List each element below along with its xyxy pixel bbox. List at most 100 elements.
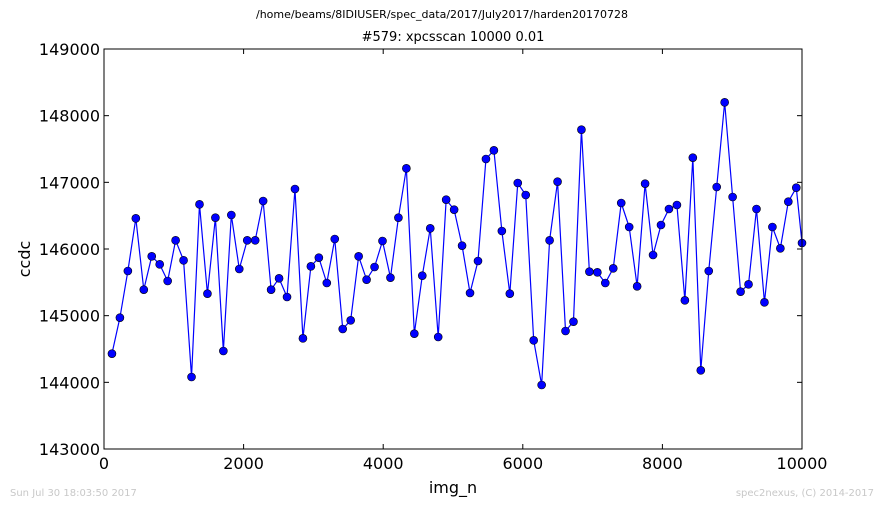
series-line: [111, 102, 803, 386]
credit-footer: spec2nexus, (C) 2014-2017: [735, 488, 874, 499]
y-tick-label: 147000: [39, 173, 100, 192]
x-tick-label: 10000: [777, 454, 828, 473]
data-point: [250, 236, 260, 245]
data-point: [147, 252, 157, 261]
data-point: [640, 179, 650, 188]
x-tick-label: 4000: [363, 454, 404, 473]
data-point: [553, 177, 562, 186]
data-point: [346, 316, 355, 325]
data-point: [585, 267, 594, 276]
x-tick-label: 2000: [223, 454, 264, 473]
data-point: [648, 250, 658, 260]
data-point: [473, 256, 483, 266]
data-point: [386, 273, 395, 282]
data-point: [688, 153, 698, 162]
x-axis-label: img_n: [428, 478, 478, 497]
y-tick-label: 144000: [39, 373, 100, 392]
data-point: [330, 234, 340, 244]
timestamp-footer: Sun Jul 30 18:03:50 2017: [10, 488, 137, 499]
data-point: [179, 256, 188, 265]
data-point: [537, 380, 546, 390]
data-point: [163, 276, 172, 286]
data-point: [417, 271, 427, 280]
data-point: [696, 366, 706, 375]
data-point: [736, 287, 745, 296]
data-point: [744, 280, 753, 289]
y-tick-label: 145000: [39, 307, 100, 326]
data-point: [704, 266, 714, 276]
data-point: [608, 264, 618, 273]
data-point: [545, 236, 554, 245]
data-point: [433, 332, 443, 342]
data-point: [561, 326, 570, 336]
data-point: [760, 298, 769, 307]
data-point: [632, 282, 642, 291]
data-point: [505, 289, 515, 298]
data-point: [656, 220, 666, 230]
data-point: [306, 262, 316, 271]
axes-frame: [103, 48, 803, 450]
data-point: [227, 210, 236, 220]
data-point: [513, 178, 523, 188]
y-tick-label: 149000: [39, 40, 100, 59]
data-point: [569, 317, 578, 326]
data-point: [489, 146, 499, 155]
x-tick-label: 8000: [642, 454, 683, 473]
data-point: [728, 192, 737, 202]
ticks-layer: 0 2000 4000 6000 8000 10000 143000 144000 145000…: [39, 40, 828, 473]
y-tick-label: 146000: [39, 240, 100, 259]
data-point: [234, 264, 244, 274]
x-tick-label: 0: [99, 454, 109, 473]
data-point: [370, 262, 379, 272]
data-point: [187, 372, 196, 382]
data-point: [322, 278, 332, 288]
data-point: [577, 125, 586, 134]
data-point: [720, 98, 729, 107]
data-point: [784, 197, 793, 206]
data-point: [354, 252, 363, 261]
data-point: [378, 236, 387, 246]
data-point: [521, 190, 531, 200]
data-point: [425, 224, 435, 233]
data-point: [712, 182, 722, 192]
data-point: [752, 204, 761, 214]
data-point: [624, 222, 634, 232]
data-point: [481, 154, 491, 164]
data-point: [338, 324, 348, 334]
y-tick-label: 143000: [39, 440, 100, 459]
data-point: [362, 275, 371, 284]
series-layer: [107, 98, 807, 390]
data-point: [402, 164, 411, 173]
data-point: [155, 260, 164, 269]
data-point: [107, 349, 117, 358]
data-point: [131, 214, 141, 223]
data-point: [616, 198, 626, 208]
data-point: [115, 313, 125, 322]
data-point: [139, 285, 149, 294]
y-tick-label: 148000: [39, 107, 100, 126]
data-point: [171, 236, 180, 245]
data-point: [258, 196, 268, 206]
data-point: [791, 183, 801, 192]
data-point: [457, 241, 467, 250]
data-point: [680, 296, 690, 305]
data-point: [529, 336, 538, 345]
chart-title: #579: xpcsscan 10000 0.01: [361, 30, 545, 45]
data-point: [465, 288, 475, 298]
data-point: [768, 222, 777, 232]
data-point: [314, 253, 324, 262]
data-point: [282, 292, 292, 302]
data-point: [664, 204, 674, 214]
data-point: [449, 205, 459, 214]
data-point: [593, 268, 602, 277]
data-point: [672, 200, 682, 210]
x-tick-label: 6000: [502, 454, 543, 473]
data-point: [290, 184, 300, 194]
data-point: [203, 289, 212, 298]
data-point: [776, 244, 785, 253]
data-point: [266, 285, 276, 294]
data-point: [600, 278, 610, 288]
y-axis-label: ccdc: [14, 240, 34, 278]
